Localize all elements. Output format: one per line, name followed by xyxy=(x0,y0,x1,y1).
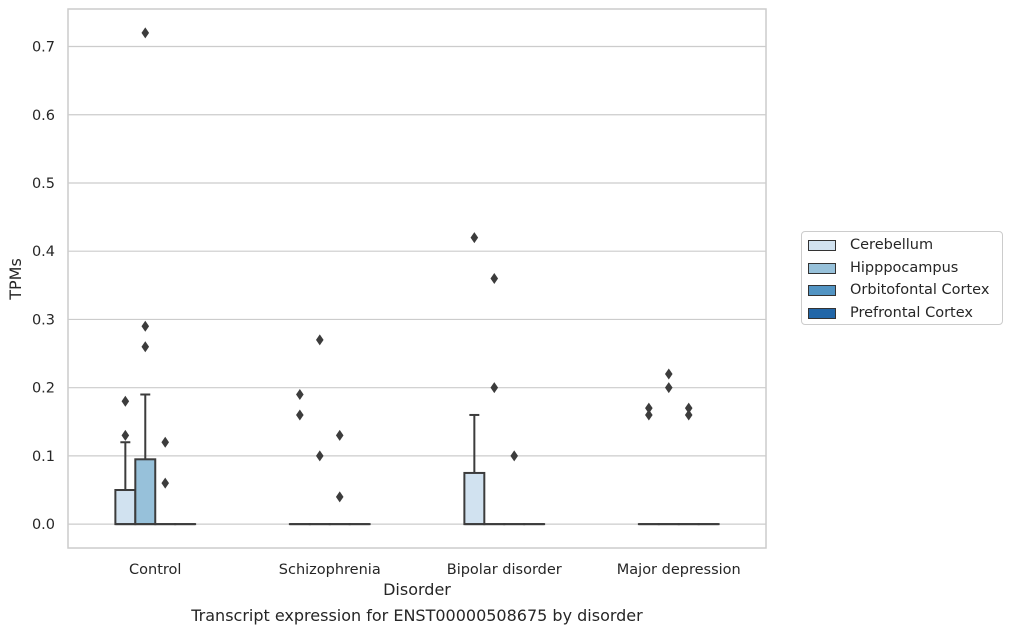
outlier-point xyxy=(315,334,324,346)
legend-item-prefrontal-cortex: Prefrontal Cortex xyxy=(808,303,973,323)
outlier-point xyxy=(490,273,499,284)
legend-label: Orbitofontal Cortex xyxy=(850,282,990,298)
legend-swatch-hippocampus xyxy=(808,262,836,274)
box-hipppocampus xyxy=(134,27,157,526)
outlier-point xyxy=(684,402,693,414)
x-axis-title: Disorder xyxy=(383,580,451,599)
outlier-point xyxy=(121,429,130,441)
legend: Cerebellum Hipppocampus Orbitofontal Cor… xyxy=(801,231,1003,325)
plot-frame xyxy=(67,8,767,549)
legend-item-orbitofrontal-cortex: Orbitofontal Cortex xyxy=(808,280,989,300)
box-hipppocampus xyxy=(657,368,680,526)
y-tick-label: 0.3 xyxy=(32,312,55,328)
outlier-point xyxy=(645,409,653,421)
outlier-point xyxy=(664,368,673,380)
outlier-point xyxy=(510,450,519,462)
box-marks xyxy=(114,27,720,526)
box-cerebellum xyxy=(114,395,137,526)
x-tick-label: Schizophrenia xyxy=(279,562,381,578)
outlier-point xyxy=(684,409,693,421)
y-tick-label: 0.1 xyxy=(32,449,55,465)
box-cerebellum xyxy=(637,402,660,526)
axes: 0.0 0.1 0.2 0.3 0.4 0.5 0.6 0.7 Control Schizophr… xyxy=(32,8,767,578)
legend-label: Prefrontal Cortex xyxy=(850,305,973,321)
outlier-point xyxy=(335,491,344,503)
y-axis-title: TPMs xyxy=(6,258,25,301)
y-tick-label: 0.2 xyxy=(32,381,55,397)
legend-swatch-cerebellum xyxy=(808,239,836,251)
box-hipppocampus xyxy=(483,273,506,526)
y-tick-label: 0.7 xyxy=(32,40,55,56)
outlier-point xyxy=(121,395,130,407)
y-tick-label: 0.0 xyxy=(32,517,55,533)
y-tick-label: 0.4 xyxy=(32,244,55,260)
legend-item-hippocampus: Hipppocampus xyxy=(808,258,958,278)
box-orbitofontal-cortex xyxy=(677,402,700,526)
outlier-point xyxy=(141,320,150,332)
outlier-point xyxy=(664,382,673,394)
figure-caption: Transcript expression for ENST0000050867… xyxy=(191,606,643,625)
outlier-point xyxy=(141,341,150,353)
box-orbitofontal-cortex xyxy=(154,436,177,526)
legend-label: Cerebellum xyxy=(850,237,934,253)
x-tick-label: Control xyxy=(129,562,181,578)
y-tick-label: 0.5 xyxy=(32,176,55,192)
legend-label: Hipppocampus xyxy=(850,260,959,276)
box-orbitofontal-cortex xyxy=(503,450,526,526)
box-body xyxy=(134,458,157,526)
outlier-point xyxy=(335,429,344,441)
outlier-point xyxy=(490,382,499,394)
outlier-point xyxy=(645,402,653,414)
legend-item-cerebellum: Cerebellum xyxy=(808,235,933,255)
box-hipppocampus xyxy=(308,334,331,526)
legend-swatch-orbitofrontal-cortex xyxy=(808,284,836,296)
outlier-point xyxy=(296,409,304,421)
box-cerebellum xyxy=(463,232,486,526)
outlier-point xyxy=(315,450,324,462)
outlier-point xyxy=(296,388,304,400)
x-tick-label: Bipolar disorder xyxy=(447,562,562,578)
outlier-point xyxy=(470,232,479,244)
box-body xyxy=(463,471,486,526)
outlier-point xyxy=(161,477,170,489)
x-tick-label: Major depression xyxy=(617,562,741,578)
legend-swatch-prefrontal-cortex xyxy=(808,307,836,319)
y-tick-label: 0.6 xyxy=(32,108,55,124)
grid-lines xyxy=(68,45,766,525)
box-orbitofontal-cortex xyxy=(328,429,351,526)
outlier-point xyxy=(161,436,170,448)
box-cerebellum xyxy=(288,388,311,526)
outlier-point xyxy=(141,27,150,39)
box-body xyxy=(114,489,137,526)
